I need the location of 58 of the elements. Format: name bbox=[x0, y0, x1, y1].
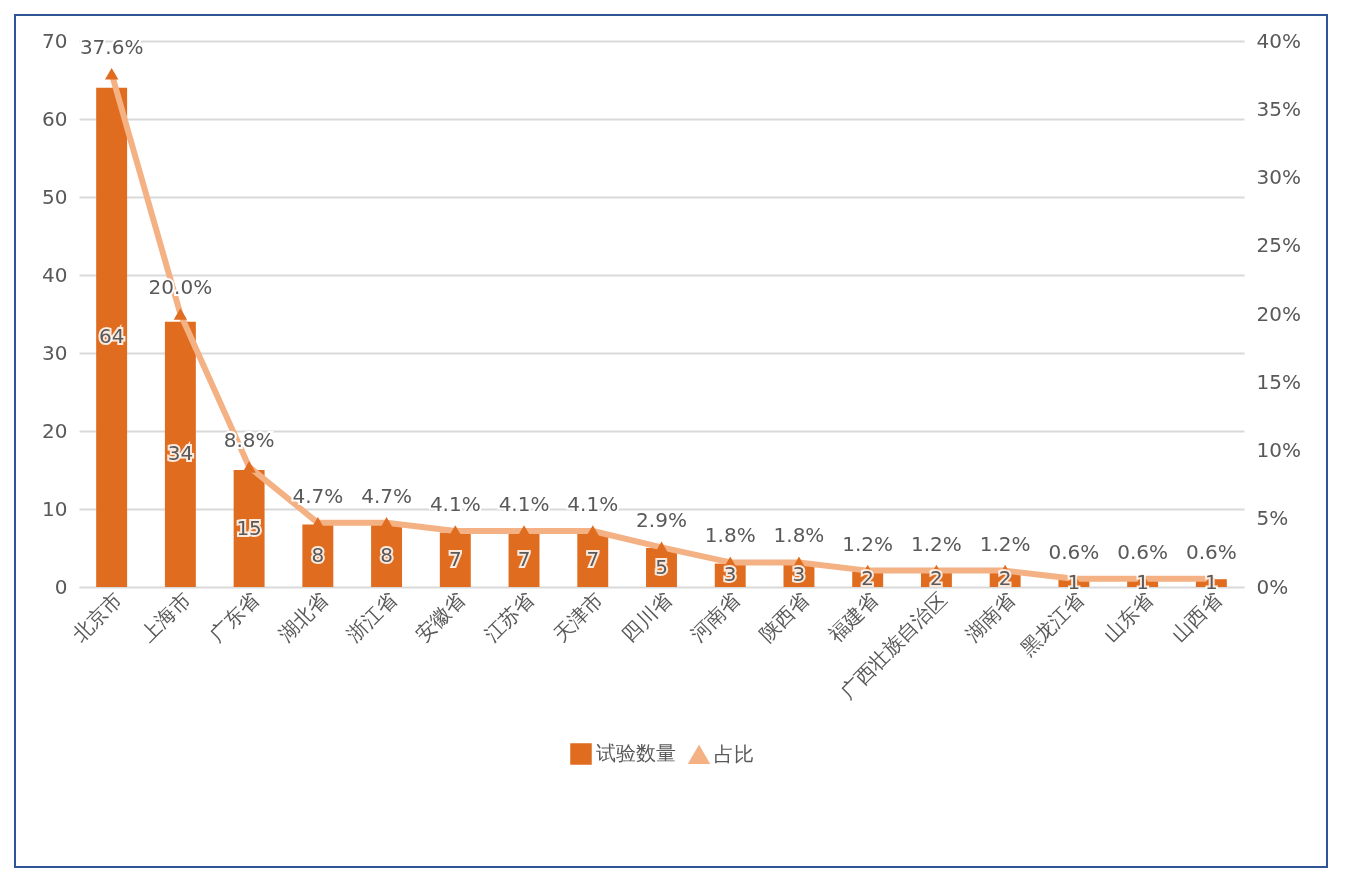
y2-tick-label: 5% bbox=[1256, 506, 1289, 531]
y2-tick-label: 35% bbox=[1256, 96, 1301, 121]
y-tick-label: 50 bbox=[42, 184, 68, 209]
data-label: 4.7% bbox=[361, 483, 412, 508]
x-tick-label: 上海市 bbox=[135, 587, 196, 647]
data-label: 7 bbox=[448, 546, 462, 571]
data-label: 0.6% bbox=[1048, 539, 1100, 564]
data-label: 64 bbox=[98, 324, 125, 349]
data-label: 34 bbox=[167, 441, 194, 466]
x-tick-label: 安徽省 bbox=[410, 587, 471, 647]
x-tick-label: 江苏省 bbox=[479, 587, 539, 647]
y2-tick-label: 0% bbox=[1256, 574, 1289, 599]
data-label: 1.2% bbox=[842, 531, 894, 556]
data-label: 37.6% bbox=[79, 34, 144, 59]
data-label: 5 bbox=[655, 554, 668, 579]
data-label: 0.6% bbox=[1185, 539, 1237, 564]
data-label: 1.8% bbox=[704, 523, 756, 548]
data-label: 4.1% bbox=[567, 492, 619, 517]
y-tick-label: 60 bbox=[42, 106, 68, 131]
data-label: 1.2% bbox=[911, 531, 962, 556]
data-label: 0.6% bbox=[1117, 539, 1169, 564]
x-tick-label: 湖北省 bbox=[273, 587, 333, 647]
data-label: 4.1% bbox=[429, 492, 481, 517]
y-tick-label: 0 bbox=[54, 574, 68, 599]
y2-tick-label: 40% bbox=[1256, 28, 1301, 53]
legend-label: 占比 bbox=[714, 741, 754, 766]
data-label: 4.7% bbox=[292, 483, 344, 508]
y-tick-label: 30 bbox=[42, 340, 68, 365]
data-label: 3 bbox=[723, 562, 737, 587]
y2-tick-label: 10% bbox=[1256, 438, 1301, 462]
y-tick-label: 20 bbox=[42, 418, 68, 443]
y2-tick-label: 30% bbox=[1256, 165, 1301, 189]
x-tick-label: 陕西省 bbox=[754, 587, 814, 647]
x-tick-label: 天津市 bbox=[548, 587, 608, 647]
y2-tick-label: 25% bbox=[1256, 233, 1301, 258]
data-label: 7 bbox=[586, 546, 600, 571]
legend-label: 试验数量 bbox=[596, 741, 676, 765]
x-tick-label: 北京市 bbox=[67, 587, 127, 647]
data-label: 15 bbox=[236, 515, 262, 540]
data-label: 8 bbox=[380, 542, 393, 567]
data-label: 2.9% bbox=[636, 508, 687, 533]
data-label: 4.1% bbox=[498, 492, 550, 517]
x-tick-label: 浙江省 bbox=[342, 587, 402, 647]
x-tick-label: 四川省 bbox=[616, 587, 677, 647]
data-label: 8 bbox=[311, 542, 325, 567]
data-label: 7 bbox=[517, 546, 531, 571]
data-label: 1.8% bbox=[773, 523, 825, 548]
y2-tick-label: 20% bbox=[1256, 301, 1301, 326]
data-label: 1.2% bbox=[979, 531, 1031, 556]
data-label: 3 bbox=[792, 562, 806, 587]
bar bbox=[96, 87, 128, 587]
y-tick-label: 10 bbox=[42, 496, 68, 521]
data-label: 2 bbox=[930, 566, 943, 591]
y2-tick-label: 15% bbox=[1256, 369, 1301, 394]
x-tick-label: 河南省 bbox=[685, 587, 746, 647]
y-tick-label: 40 bbox=[42, 262, 68, 287]
y-tick-label: 70 bbox=[42, 28, 68, 53]
x-tick-label: 广东省 bbox=[204, 587, 264, 647]
